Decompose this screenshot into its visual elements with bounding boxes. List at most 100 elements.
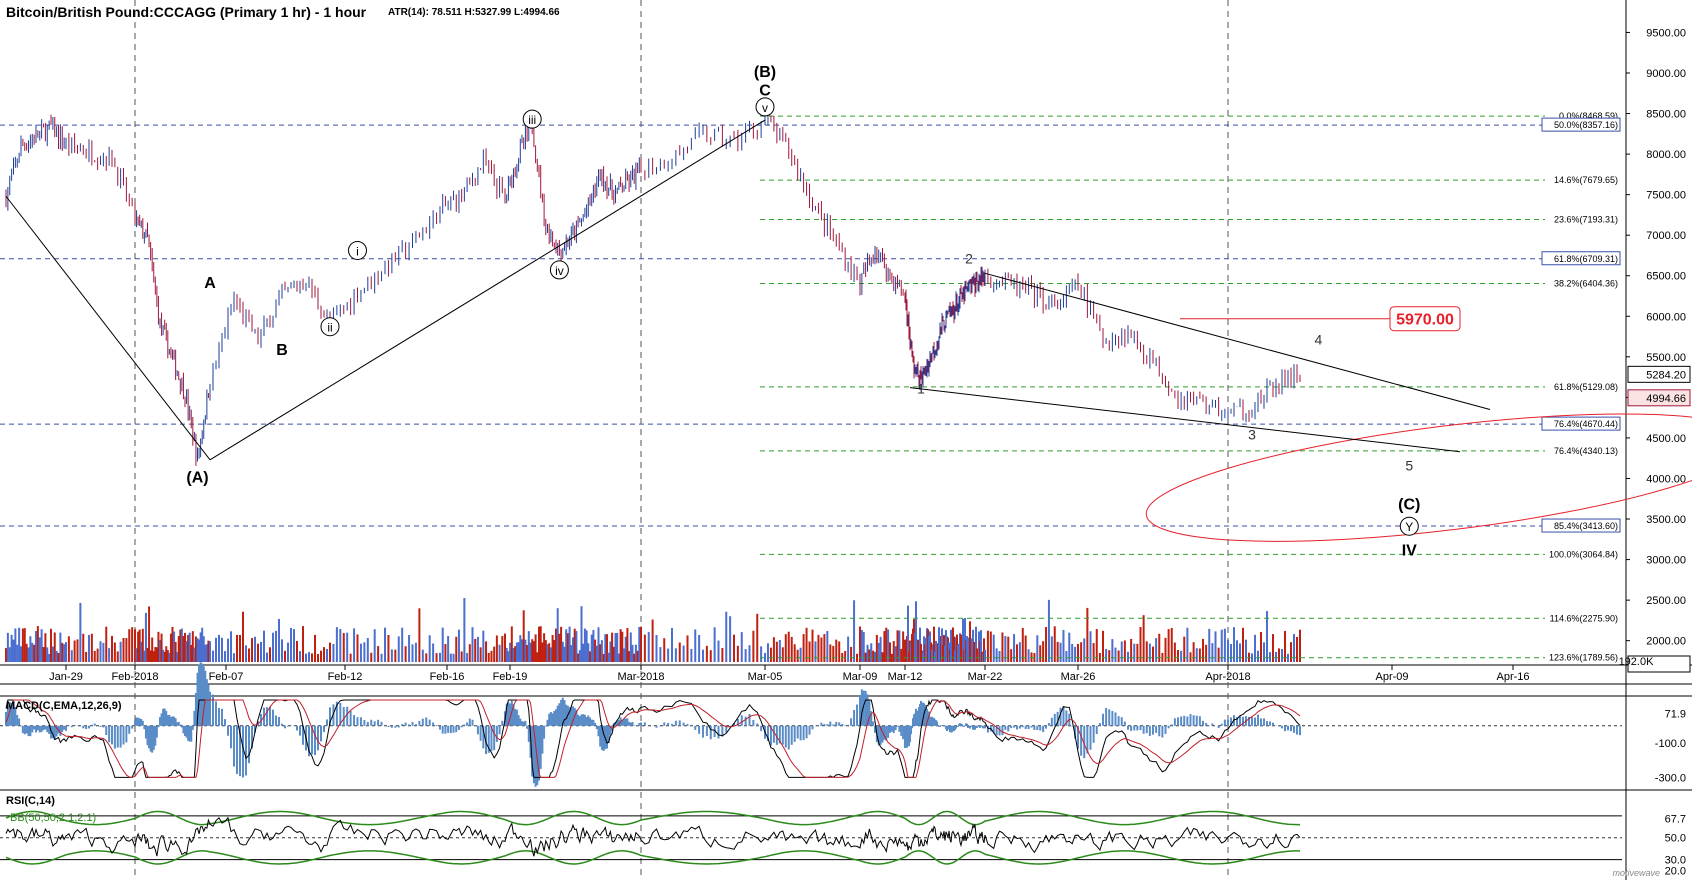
volume-bar: [23, 628, 26, 662]
volume-bar: [468, 644, 471, 662]
macd-hist-bar: [485, 725, 488, 755]
macd-hist-bar: [694, 725, 697, 730]
chart-title: Bitcoin/British Pound:CCCAGG (Primary 1 …: [6, 4, 367, 20]
macd-hist-bar: [394, 725, 397, 728]
volume-bar: [551, 635, 554, 662]
wave-label: iv: [555, 264, 564, 278]
macd-hist-bar: [1127, 725, 1129, 730]
volume-bar: [387, 634, 390, 662]
volume-bar: [317, 653, 319, 662]
volume-bar: [125, 638, 128, 662]
macd-hist-bar: [512, 703, 515, 726]
macd-hist-bar: [193, 710, 196, 726]
volume-bar: [144, 612, 147, 662]
wave-label: A: [204, 275, 216, 292]
last-price-box: [1627, 389, 1691, 407]
volume-bar: [752, 630, 755, 662]
macd-hist-bar: [79, 725, 82, 727]
volume-bar: [778, 639, 781, 662]
macd-hist-bar: [1198, 716, 1201, 726]
macd-hist-bar: [1015, 725, 1018, 730]
rsi-panel: 67.7 50.0 30.020.0: [0, 810, 1686, 878]
volume-bar: [638, 626, 641, 662]
volume-bar: [835, 639, 838, 662]
volume-bar: [29, 636, 32, 662]
wave-label-circle: [1399, 516, 1419, 536]
volume-bar: [781, 647, 784, 662]
volume-bar: [272, 632, 274, 662]
volume-bar: [787, 631, 790, 662]
volume-bar: [989, 631, 992, 662]
volume-bar: [1013, 634, 1016, 662]
volume-bar: [85, 651, 88, 662]
macd-hist-bar: [299, 725, 301, 736]
volume-bar: [531, 639, 534, 662]
volume-bar: [46, 647, 49, 662]
macd-hist-bar: [538, 725, 540, 781]
volume-bar: [487, 652, 490, 662]
macd-hist-bar: [218, 708, 220, 726]
macd-hist-bar: [561, 697, 564, 726]
volume-bar: [823, 634, 826, 662]
macd-hist-bar: [466, 722, 469, 726]
macd-hist-bar: [131, 725, 134, 729]
volume-bar: [772, 637, 775, 662]
volume-bar: [119, 641, 122, 662]
macd-hist-bar: [411, 722, 414, 726]
volume-bar: [766, 643, 769, 662]
volume-bar: [964, 618, 966, 662]
volume-bar: [1217, 647, 1220, 662]
volume-bar: [154, 646, 157, 662]
macd-hist-bar: [1042, 725, 1045, 733]
macd-hist-bar: [589, 717, 591, 726]
volume-bar: [1266, 611, 1268, 662]
volume-bar: [1275, 651, 1277, 662]
volume-bar: [953, 636, 955, 662]
volume-bar: [509, 642, 512, 662]
volume-bar: [50, 628, 52, 662]
macd-hist-bar: [359, 717, 362, 726]
volume-bar: [694, 629, 697, 662]
macd-hist-bar: [370, 719, 373, 726]
volume-bar: [671, 628, 673, 662]
volume-bar: [826, 631, 829, 662]
wave-label: (A): [186, 470, 208, 487]
volume-bar: [1136, 643, 1139, 662]
volume-bar: [1127, 651, 1129, 662]
rsi-tick-label: 50.0: [1665, 833, 1686, 845]
macd-hist-bar: [936, 721, 938, 726]
volume-bar: [892, 641, 895, 662]
macd-hist-bar: [177, 721, 180, 726]
volume-bar: [346, 632, 349, 662]
macd-hist-bar: [517, 715, 520, 726]
macd-hist-bar: [487, 725, 490, 753]
macd-hist-bar: [397, 725, 400, 728]
volume-bar: [647, 632, 650, 662]
volume-bar: [874, 651, 876, 662]
macd-hist-bar: [152, 725, 155, 750]
volume-bar: [802, 634, 805, 662]
macd-hist-bar: [40, 725, 43, 733]
wave-label: IV: [1402, 543, 1417, 560]
volume-bar: [733, 634, 735, 662]
fib-level-label: 123.6%(1789.56): [1549, 653, 1618, 663]
macd-hist-bar: [984, 725, 986, 729]
macd-hist-bar: [955, 725, 957, 729]
macd-hist-bar: [1170, 724, 1173, 726]
macd-hist-bar: [835, 721, 838, 726]
macd-hist-bar: [173, 716, 176, 726]
wave-label: C: [759, 83, 771, 100]
macd-hist-bar: [1047, 722, 1050, 726]
volume-bar: [570, 645, 573, 662]
macd-hist-bar: [207, 684, 210, 726]
macd-hist-bar: [524, 720, 527, 726]
macd-hist-bar: [194, 692, 197, 726]
target-zone-ellipse: [1145, 413, 1692, 542]
volume-bar: [1059, 642, 1062, 662]
volume-bar: [572, 637, 574, 662]
macd-hist-bar: [595, 725, 598, 730]
volume-bar: [543, 633, 546, 662]
volume-bar: [1245, 639, 1247, 662]
fib-level-label: 100.0%(3064.84): [1549, 549, 1618, 559]
